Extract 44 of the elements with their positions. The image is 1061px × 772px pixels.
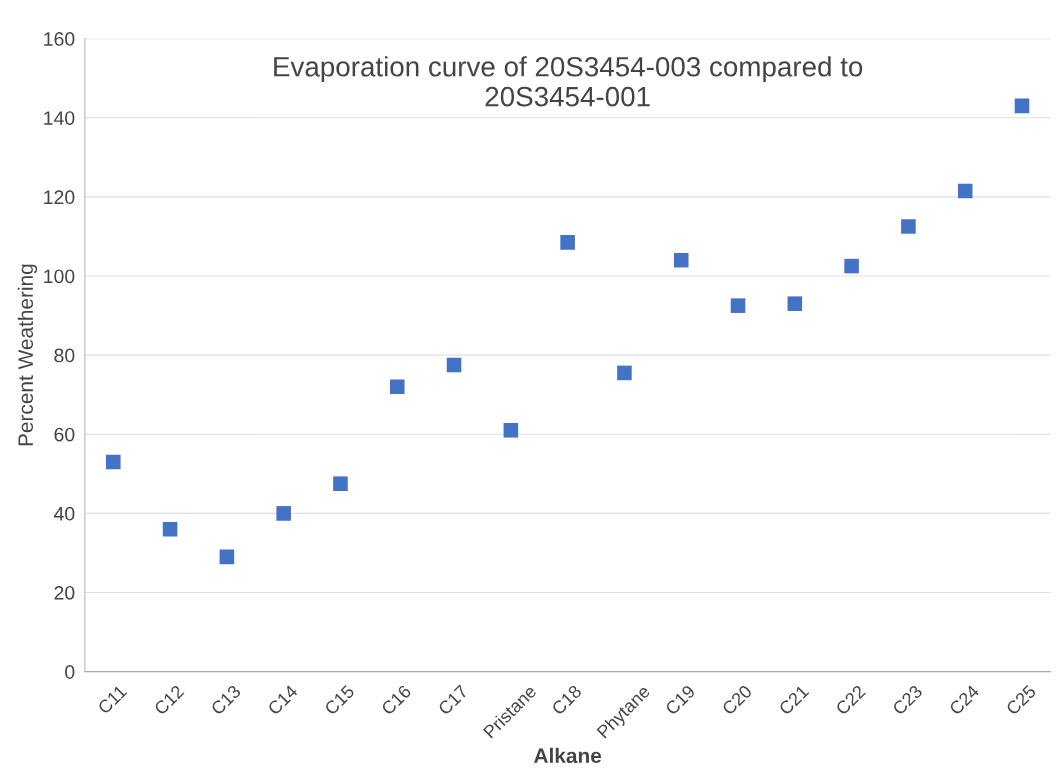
- y-tick-label: 40: [53, 506, 75, 521]
- x-tick-label: C18: [550, 684, 583, 716]
- x-tick-label: C14: [266, 684, 299, 716]
- point: [901, 219, 916, 234]
- point: [673, 252, 689, 268]
- x-tick-label: C22: [834, 684, 867, 716]
- x-tick-label: C15: [323, 684, 356, 716]
- point: [1014, 98, 1030, 114]
- x-tick-label: C12: [153, 684, 185, 716]
- point: [730, 298, 746, 313]
- y-axis-title: Percent Weathering: [17, 264, 38, 446]
- point: [389, 379, 405, 395]
- y-tick-label: 20: [54, 585, 75, 600]
- point: [957, 183, 973, 199]
- x-tick-label: C21: [778, 684, 810, 716]
- point: [446, 357, 462, 373]
- x-tick-label: C23: [891, 684, 923, 716]
- x-axis-title: Alkane: [534, 747, 602, 764]
- y-tick-label: 100: [44, 269, 75, 284]
- point: [787, 296, 803, 311]
- x-tick-label: C16: [380, 684, 412, 716]
- point: [503, 423, 519, 438]
- point: [844, 258, 859, 274]
- text: Evaporation curve of 20S3454-003 compared to 20S3454-001: [274, 56, 863, 107]
- x-tick-label: C20: [721, 684, 753, 716]
- y-tick-label: 160: [44, 32, 75, 46]
- point: [333, 476, 348, 491]
- y-tick-label: 140: [44, 111, 75, 125]
- point: [219, 549, 235, 565]
- x-tick-label: C11: [97, 684, 128, 715]
- y-tick-label: 120: [44, 190, 75, 205]
- x-tick-label: C19: [664, 684, 696, 716]
- point: [105, 454, 121, 470]
- y-tick-label: 60: [54, 427, 75, 442]
- point: [162, 521, 178, 537]
- y-tick-label: 0: [65, 665, 75, 679]
- x-tick-label: C25: [1005, 684, 1037, 716]
- x-tick-label: C17: [437, 684, 469, 716]
- point: [560, 235, 575, 250]
- point: [617, 365, 632, 381]
- point: [276, 506, 291, 521]
- x-tick-label: C24: [948, 684, 980, 716]
- x-tick-label: C13: [210, 684, 242, 716]
- y-tick-label: 80: [54, 348, 75, 363]
